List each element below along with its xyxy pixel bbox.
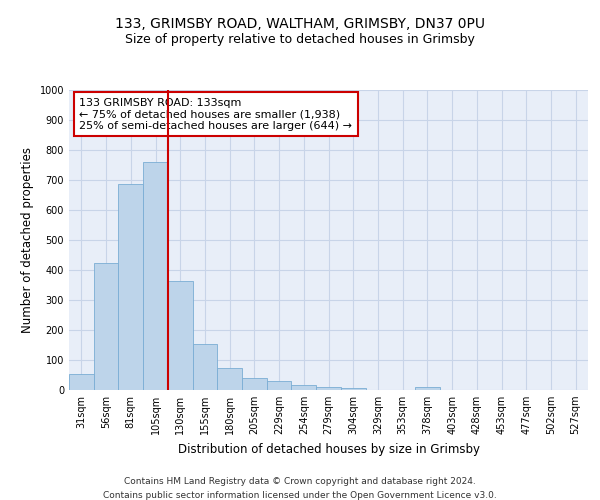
- Bar: [69, 374, 94, 390]
- Text: 133 GRIMSBY ROAD: 133sqm
← 75% of detached houses are smaller (1,938)
25% of sem: 133 GRIMSBY ROAD: 133sqm ← 75% of detach…: [79, 98, 352, 130]
- Bar: [143, 162, 168, 390]
- Text: 133, GRIMSBY ROAD, WALTHAM, GRIMSBY, DN37 0PU: 133, GRIMSBY ROAD, WALTHAM, GRIMSBY, DN3…: [115, 18, 485, 32]
- Bar: [217, 368, 242, 390]
- X-axis label: Distribution of detached houses by size in Grimsby: Distribution of detached houses by size …: [178, 442, 479, 456]
- Bar: [292, 385, 316, 390]
- Text: Size of property relative to detached houses in Grimsby: Size of property relative to detached ho…: [125, 32, 475, 46]
- Bar: [341, 388, 365, 390]
- Y-axis label: Number of detached properties: Number of detached properties: [21, 147, 34, 333]
- Bar: [118, 184, 143, 390]
- Bar: [316, 387, 341, 390]
- Bar: [415, 387, 440, 390]
- Bar: [242, 378, 267, 390]
- Text: Contains HM Land Registry data © Crown copyright and database right 2024.
Contai: Contains HM Land Registry data © Crown c…: [103, 478, 497, 500]
- Bar: [94, 264, 118, 390]
- Bar: [267, 381, 292, 390]
- Bar: [168, 281, 193, 390]
- Bar: [193, 344, 217, 390]
